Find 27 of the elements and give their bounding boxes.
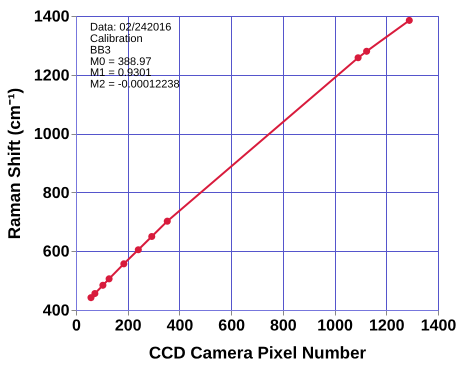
y-tick-label: 600: [42, 244, 70, 261]
x-tick-label: 1200: [368, 318, 405, 334]
point: [164, 218, 171, 225]
x-tick-label: 400: [166, 318, 194, 334]
y-tick-label: 1400: [34, 8, 70, 26]
x-tick-label: 1400: [420, 318, 456, 334]
x-tick-label: 1000: [317, 318, 353, 334]
x-tick-label: 200: [114, 318, 142, 334]
x-tick-label: 800: [270, 318, 297, 334]
y-tick-label: 1000: [34, 126, 70, 144]
x-tick-label: 0: [72, 318, 82, 334]
x-axis-title: CCD Camera Pixel Number: [148, 344, 367, 362]
annotation: BB3: [90, 44, 111, 56]
point: [91, 290, 98, 298]
point: [99, 282, 106, 289]
point: [106, 275, 113, 282]
x-tick-label: 600: [218, 318, 246, 334]
y-tick-label: 800: [42, 184, 70, 202]
point: [134, 246, 142, 254]
y-tick-label: 400: [42, 302, 70, 320]
y-axis-title: Raman Shift (cm⁻¹): [4, 88, 24, 240]
y-tick-label: 1200: [34, 67, 70, 84]
point: [363, 48, 370, 55]
point: [354, 54, 362, 62]
point: [406, 16, 413, 24]
point: [120, 260, 128, 268]
point: [148, 232, 156, 240]
